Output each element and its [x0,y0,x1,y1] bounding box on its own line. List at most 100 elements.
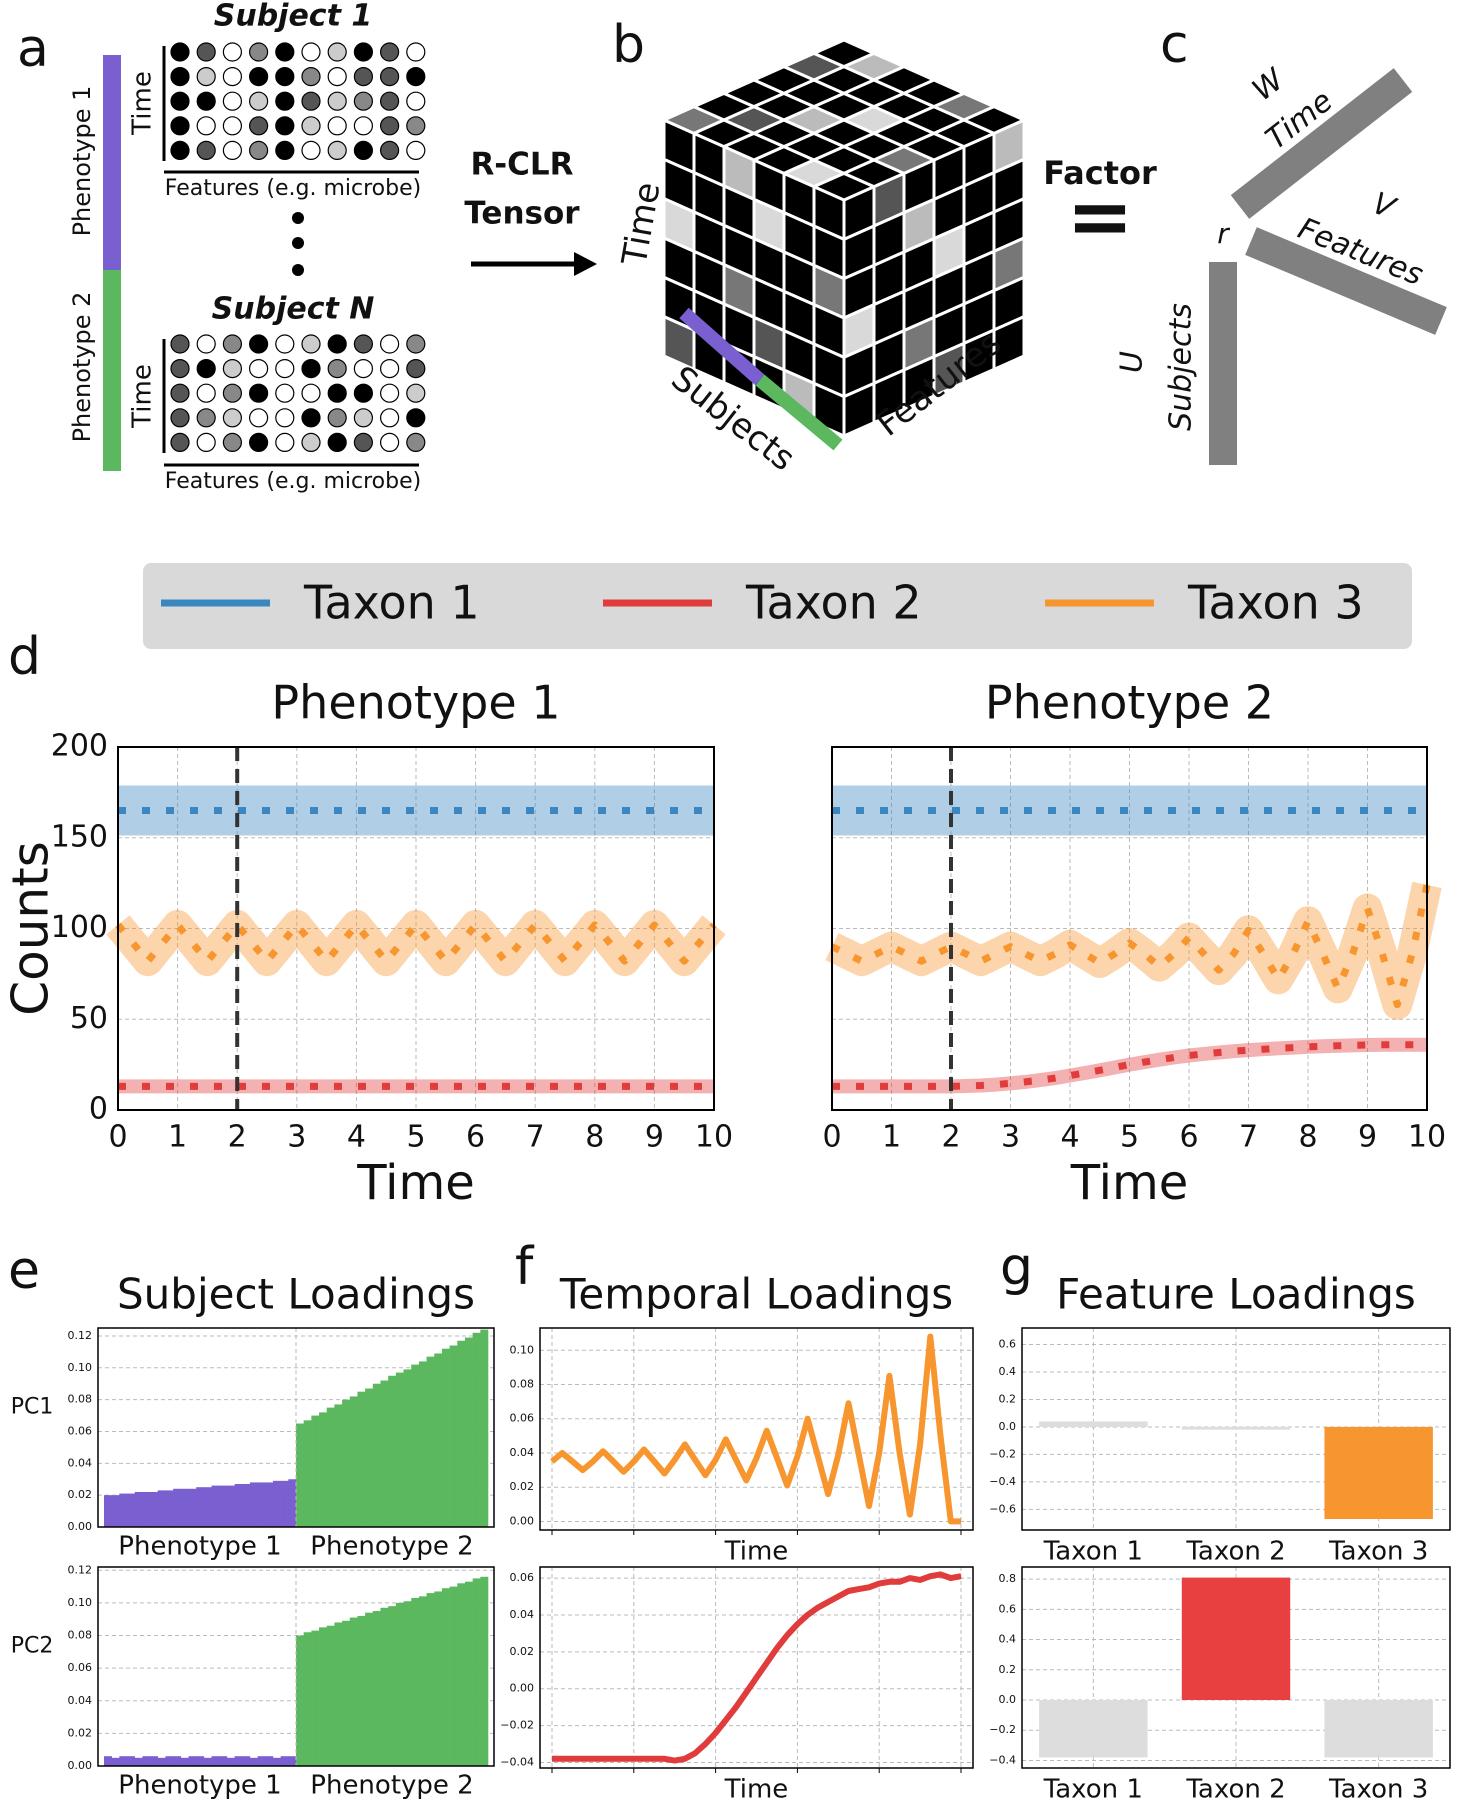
bar [203,1487,212,1527]
dot [406,359,426,379]
x-tick-label: 5 [1120,1120,1139,1155]
dot [170,432,190,452]
bar [441,1588,450,1766]
group-label: Phenotype 1 [118,1771,281,1800]
factor-name: W [1246,61,1292,108]
chart-title: Phenotype 2 [985,676,1274,730]
bar [104,1756,112,1766]
bar [226,1757,235,1766]
dot [406,334,426,354]
dot [327,383,347,403]
arrow-label: R-CLR [470,147,573,183]
dot [406,383,426,403]
x-tick-label: Taxon 3 [1328,1537,1428,1567]
dot [249,140,269,160]
x-tick-label: Taxon 3 [1328,1775,1428,1800]
bar [326,1625,335,1766]
y-tick-label: 150 [51,819,108,854]
bar [249,1757,258,1766]
bar [418,1596,427,1766]
factor-bar [1245,227,1447,335]
dot [249,91,269,111]
bar [434,1591,443,1766]
dot [196,140,216,160]
x-tick-label: 3 [1001,1120,1020,1155]
dot [353,91,373,111]
dot [275,359,295,379]
bar [1324,1699,1433,1758]
dot [170,42,190,62]
dot [327,42,347,62]
dot [327,432,347,452]
bar [1039,1421,1148,1427]
chart-title: Temporal Loadings [559,1270,953,1319]
dot [380,140,400,160]
tensor-cube [662,38,1026,438]
y-tick-label: −0.4 [989,1753,1016,1766]
bar [434,1353,443,1527]
x-axis-label: Time [724,1537,789,1567]
x-tick-label: 6 [466,1120,485,1155]
x-tick-label: 1 [882,1120,901,1155]
bar [472,1578,481,1766]
x-tick-label: Taxon 1 [1043,1537,1143,1567]
bar [180,1488,189,1527]
y-tick-label: 0.08 [68,1629,93,1642]
dot [353,140,373,160]
bar [372,1383,381,1527]
y-tick-label: 0.04 [510,1608,535,1621]
bar [127,1493,136,1527]
y-tick-label: 100 [51,910,108,945]
dot [353,408,373,428]
y-tick-label: 0.10 [510,1343,535,1356]
subjects-bar [679,307,765,386]
x-tick-label: Taxon 1 [1043,1775,1143,1800]
group-label: Phenotype 1 [118,1532,281,1562]
subject-grids [170,42,426,452]
plot-frame [117,746,715,1111]
dot [353,334,373,354]
y-tick-label: 0.02 [68,1488,93,1501]
dot [249,432,269,452]
ellipsis-dot [292,264,304,276]
axis-label: Features (e.g. microbe) [165,469,421,494]
axis-label: Time [128,71,158,136]
bar [165,1756,174,1766]
bar [319,1627,328,1766]
y-tick-label: 0.08 [68,1393,93,1406]
bar [203,1757,212,1766]
bar [372,1611,381,1766]
plot-frame [1021,1327,1451,1531]
legend-label: Taxon 2 [745,576,922,630]
bar [457,1583,466,1766]
dot [353,432,373,452]
dot [353,66,373,87]
chart-title: Feature Loadings [1056,1270,1416,1319]
y-tick-label: 0.00 [510,1514,535,1527]
x-tick-label: 10 [695,1120,733,1155]
dot [301,42,321,62]
plot-frame [831,746,1428,1111]
bar [188,1488,197,1527]
dot [249,359,269,379]
plot-frame [97,1566,495,1767]
dot [327,91,347,111]
dot [406,42,426,62]
panel-label: c [1160,15,1189,75]
cube-tile [962,105,1026,135]
equals-sign: = [1066,170,1133,263]
bar [380,1607,389,1766]
bar [342,1620,351,1766]
dot [380,116,400,136]
dot [170,66,190,87]
axis-label: Features (e.g. microbe) [165,176,421,201]
dot [170,116,190,136]
dot [249,116,269,136]
dot [380,42,400,62]
y-tick-label: 0.06 [68,1424,93,1437]
dot [301,383,321,403]
x-tick-label: 6 [1179,1120,1198,1155]
dot [196,334,216,354]
dot [275,116,295,136]
phenotype-label: Phenotype 1 [68,86,96,237]
